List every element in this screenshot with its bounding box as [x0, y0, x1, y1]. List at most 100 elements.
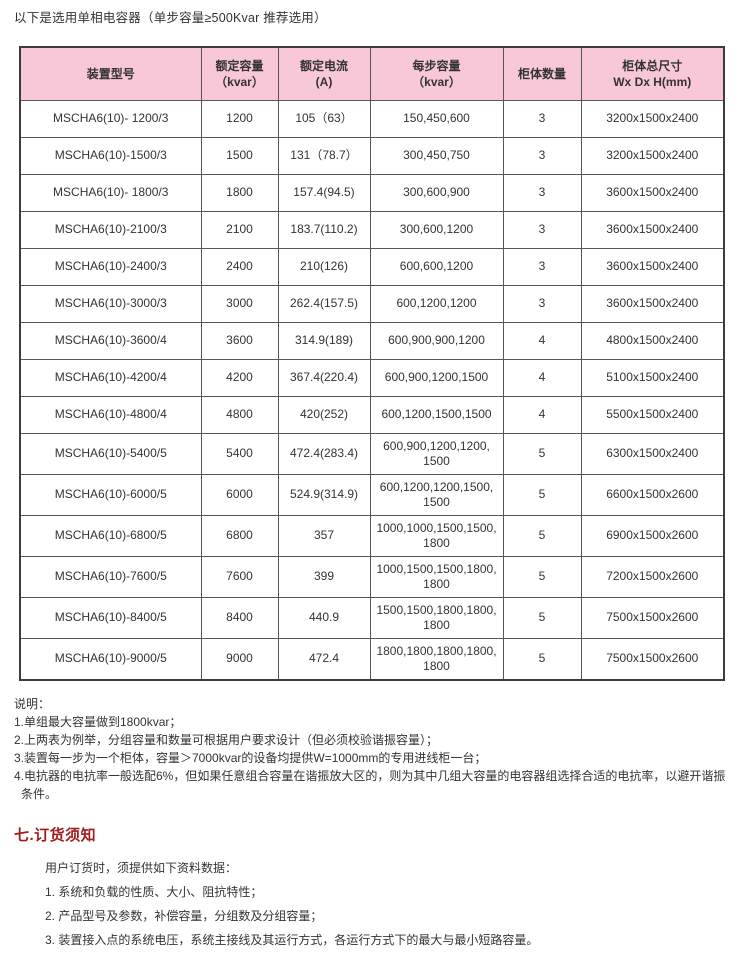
cell-cabinet-count: 3 — [502, 210, 582, 249]
table-body: MSCHA6(10)- 1200/3 1200 105（63） 150,450,600… — [19, 99, 725, 680]
notes-list: 1.单组最大容量做到1800kvar； 2.上两表为例举，分组容量和数量可根据用户… — [14, 713, 730, 803]
cell-cabinet-count: 3 — [502, 284, 582, 323]
cell-rated-current: 367.4(220.4) — [277, 358, 371, 397]
cell-rated-capacity: 2400 — [200, 247, 279, 286]
cell-rated-current: 157.4(94.5) — [277, 173, 371, 212]
cell-cabinet-count: 3 — [502, 247, 582, 286]
cell-dimensions: 6900x1500x2600 — [580, 514, 725, 557]
cell-rated-current: 314.9(189) — [277, 321, 371, 360]
table-intro-title: 以下是选用单相电容器（单步容量≥500Kvar 推荐选用） — [14, 11, 327, 25]
cell-dimensions: 3200x1500x2400 — [580, 99, 725, 138]
cell-cabinet-count: 5 — [502, 637, 582, 680]
table-row: MSCHA6(10)-5400/5 5400 472.4(283.4) 600,900… — [19, 432, 725, 475]
table-row: MSCHA6(10)- 1800/3 1800 157.4(94.5) 300,600… — [19, 173, 725, 212]
cell-rated-capacity: 4200 — [200, 358, 279, 397]
table-row: MSCHA6(10)-7600/5 7600 399 1000,1500,1500,1… — [19, 555, 725, 598]
cell-dimensions: 3600x1500x2400 — [580, 210, 725, 249]
table-header-row: 装置型号 额定容量 （kvar） 额定电流 (A) 每步容量 （kvar） 柜体… — [19, 46, 725, 101]
cell-dimensions: 7500x1500x2600 — [580, 596, 725, 639]
cell-step-capacity: 1500,1500,1800,1800, 1800 — [369, 596, 504, 639]
table-row: MSCHA6(10)-2100/3 2100 183.7(110.2) 300,600… — [19, 210, 725, 249]
cell-model: MSCHA6(10)-8400/5 — [19, 596, 202, 639]
notes-section: 说明： 1.单组最大容量做到1800kvar； 2.上两表为例举，分组容量和数量可… — [14, 695, 730, 803]
cell-cabinet-count: 3 — [502, 99, 582, 138]
cell-step-capacity: 300,600,900 — [369, 173, 504, 212]
note-item: 2.上两表为例举，分组容量和数量可根据用户要求设计（但必须校验谐振容量）； — [14, 732, 439, 747]
table-row: MSCHA6(10)-2400/3 2400 210(126) 600,600,120… — [19, 247, 725, 286]
ordering-item: 2. 产品型号及参数，补偿容量，分组数及分组容量； — [45, 908, 323, 923]
table-row: MSCHA6(10)-3600/4 3600 314.9(189) 600,900,9… — [19, 321, 725, 360]
cell-rated-current: 210(126) — [277, 247, 371, 286]
col-header-dimensions: 柜体总尺寸 Wx Dx H(mm) — [580, 46, 725, 101]
cell-step-capacity: 600,600,1200 — [369, 247, 504, 286]
col-header-rated-current: 额定电流 (A) — [277, 46, 371, 101]
col-header-rated-capacity: 额定容量 （kvar） — [200, 46, 279, 101]
cell-step-capacity: 600,1200,1200,1500, 1500 — [369, 473, 504, 516]
cell-rated-capacity: 1800 — [200, 173, 279, 212]
cell-dimensions: 3600x1500x2400 — [580, 247, 725, 286]
cell-rated-capacity: 7600 — [200, 555, 279, 598]
table-row: MSCHA6(10)-4200/4 4200 367.4(220.4) 600,900… — [19, 358, 725, 397]
cell-dimensions: 5100x1500x2400 — [580, 358, 725, 397]
cell-rated-capacity: 1500 — [200, 136, 279, 175]
cell-rated-current: 262.4(157.5) — [277, 284, 371, 323]
notes-heading: 说明： — [14, 696, 51, 711]
note-item: 4.电抗器的电抗率一般选配6%，但如果任意组合容量在谐振放大区的，则为其中几组大… — [14, 768, 726, 801]
cell-dimensions: 3200x1500x2400 — [580, 136, 725, 175]
cell-model: MSCHA6(10)-2400/3 — [19, 247, 202, 286]
cell-rated-current: 399 — [277, 555, 371, 598]
cell-step-capacity: 600,1200,1500,1500 — [369, 395, 504, 434]
cell-cabinet-count: 5 — [502, 473, 582, 516]
cell-rated-capacity: 3600 — [200, 321, 279, 360]
cell-rated-current: 524.9(314.9) — [277, 473, 371, 516]
cell-model: MSCHA6(10)-3000/3 — [19, 284, 202, 323]
cell-step-capacity: 300,450,750 — [369, 136, 504, 175]
cell-rated-capacity: 4800 — [200, 395, 279, 434]
cell-step-capacity: 1000,1000,1500,1500, 1800 — [369, 514, 504, 557]
col-header-model: 装置型号 — [19, 46, 202, 101]
cell-cabinet-count: 4 — [502, 358, 582, 397]
cell-cabinet-count: 5 — [502, 432, 582, 475]
col-header-step-capacity: 每步容量 （kvar） — [369, 46, 504, 101]
cell-model: MSCHA6(10)-9000/5 — [19, 637, 202, 680]
cell-model: MSCHA6(10)-1500/3 — [19, 136, 202, 175]
cell-step-capacity: 1800,1800,1800,1800, 1800 — [369, 637, 504, 680]
cell-rated-capacity: 6800 — [200, 514, 279, 557]
cell-model: MSCHA6(10)-4200/4 — [19, 358, 202, 397]
cell-cabinet-count: 4 — [502, 395, 582, 434]
cell-rated-current: 131（78.7） — [277, 136, 371, 175]
table-row: MSCHA6(10)- 1200/3 1200 105（63） 150,450,600… — [19, 99, 725, 138]
cell-step-capacity: 300,600,1200 — [369, 210, 504, 249]
cell-step-capacity: 600,900,900,1200 — [369, 321, 504, 360]
cell-rated-capacity: 2100 — [200, 210, 279, 249]
cell-dimensions: 6300x1500x2400 — [580, 432, 725, 475]
table-row: MSCHA6(10)-1500/3 1500 131（78.7） 300,450,75… — [19, 136, 725, 175]
cell-dimensions: 4800x1500x2400 — [580, 321, 725, 360]
cell-step-capacity: 600,900,1200,1500 — [369, 358, 504, 397]
cell-dimensions: 7200x1500x2600 — [580, 555, 725, 598]
cell-dimensions: 6600x1500x2600 — [580, 473, 725, 516]
cell-rated-capacity: 1200 — [200, 99, 279, 138]
cell-rated-current: 357 — [277, 514, 371, 557]
table-row: MSCHA6(10)-8400/5 8400 440.9 1500,1500,1800… — [19, 596, 725, 639]
cell-rated-current: 183.7(110.2) — [277, 210, 371, 249]
capacitor-selection-table: 装置型号 额定容量 （kvar） 额定电流 (A) 每步容量 （kvar） 柜体… — [19, 46, 725, 681]
cell-rated-current: 420(252) — [277, 395, 371, 434]
cell-step-capacity: 1000,1500,1500,1800, 1800 — [369, 555, 504, 598]
cell-step-capacity: 600,1200,1200 — [369, 284, 504, 323]
cell-cabinet-count: 3 — [502, 136, 582, 175]
table-row: MSCHA6(10)-6000/5 6000 524.9(314.9) 600,120… — [19, 473, 725, 516]
cell-dimensions: 5500x1500x2400 — [580, 395, 725, 434]
ordering-intro: 用户订货时，须提供如下资料数据： — [45, 860, 238, 875]
cell-cabinet-count: 3 — [502, 173, 582, 212]
cell-cabinet-count: 5 — [502, 596, 582, 639]
cell-rated-current: 105（63） — [277, 99, 371, 138]
cell-model: MSCHA6(10)-5400/5 — [19, 432, 202, 475]
cell-rated-capacity: 9000 — [200, 637, 279, 680]
cell-rated-capacity: 8400 — [200, 596, 279, 639]
cell-model: MSCHA6(10)-6000/5 — [19, 473, 202, 516]
cell-model: MSCHA6(10)-2100/3 — [19, 210, 202, 249]
ordering-section-heading: 七.订货须知 — [14, 826, 97, 844]
cell-dimensions: 7500x1500x2600 — [580, 637, 725, 680]
cell-model: MSCHA6(10)- 1200/3 — [19, 99, 202, 138]
